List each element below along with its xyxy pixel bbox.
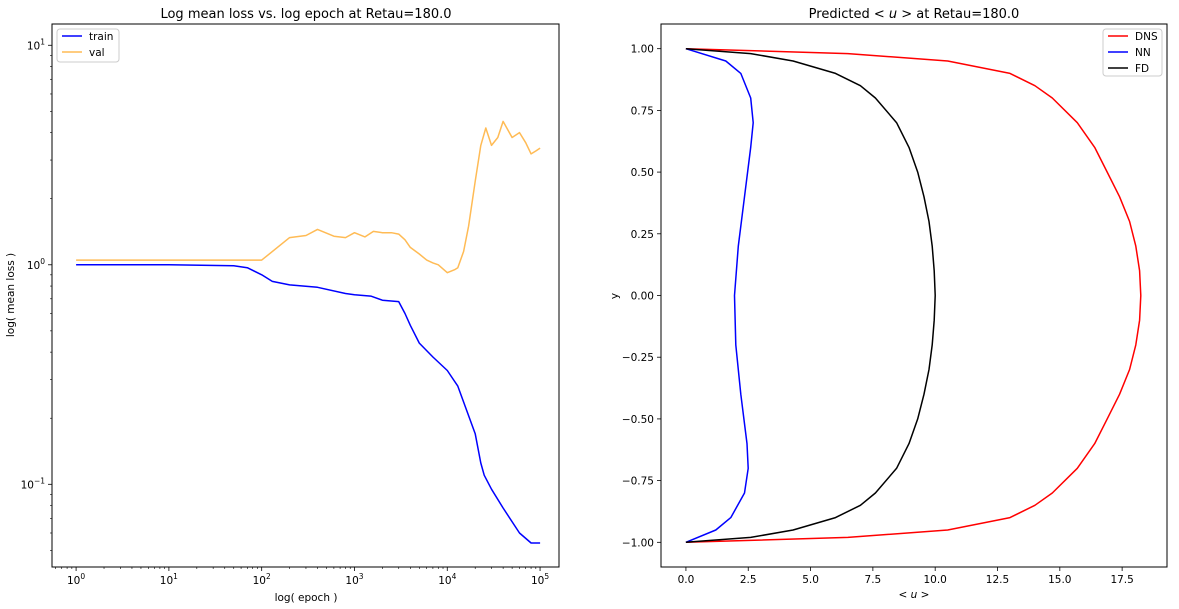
tick-base: 10: [21, 479, 34, 491]
loss-xtick-label: 100: [67, 572, 85, 587]
tick-base: 10: [27, 260, 40, 272]
legend-fd-label: FD: [1135, 63, 1149, 75]
tick-exp: 1: [173, 572, 178, 581]
loss-line-val: [76, 120, 541, 274]
velocity-ytick-label: −0.25: [622, 352, 654, 364]
velocity-chart-title: Predicted < u > at Retau=180.0: [809, 7, 1020, 22]
velocity-ytick-label: 0.50: [631, 167, 654, 179]
loss-chart-xlabel: log( epoch ): [275, 592, 338, 604]
loss-ytick-label: 101: [27, 37, 45, 52]
loss-chart: Log mean loss vs. log epoch at Retau=180…: [5, 7, 560, 604]
loss-xtick-label: 105: [531, 572, 549, 587]
legend-nn-label: NN: [1135, 47, 1151, 59]
velocity-chart-ylabel: y: [609, 293, 621, 299]
tick-exp: 0: [80, 572, 85, 581]
tick-exp: 5: [544, 572, 549, 581]
tick-exp: 2: [266, 572, 271, 581]
velocity-chart-xticks: 0.0 2.5 5.0 7.5 10.0 12.5 15.0 17.5: [678, 567, 1134, 586]
velocity-ytick-label: 0.00: [631, 291, 654, 303]
loss-xtick-label: 103: [345, 572, 363, 587]
velocity-xtick-label: 7.5: [865, 574, 882, 586]
velocity-ytick-label: −0.75: [622, 476, 654, 488]
tick-base: 10: [27, 40, 40, 52]
loss-legend-box: [56, 28, 120, 63]
velocity-line-nn: [685, 47, 754, 543]
velocity-chart-frame: [660, 23, 1168, 568]
velocity-xtick-label: 5.0: [802, 574, 819, 586]
velocity-chart-xlabel: < u >: [899, 589, 930, 601]
velocity-title-post: at Retau=180.0: [912, 7, 1019, 22]
velocity-ytick-label: −0.50: [622, 414, 654, 426]
velocity-xtick-label: 12.5: [986, 574, 1009, 586]
tick-exp: 1: [40, 37, 45, 46]
tick-base: 10: [253, 575, 266, 587]
tick-base: 10: [345, 575, 358, 587]
velocity-ytick-label: −1.00: [622, 537, 654, 549]
loss-chart-title: Log mean loss vs. log epoch at Retau=180…: [160, 7, 451, 22]
velocity-chart-legend: DNS NN FD: [1102, 28, 1163, 77]
velocity-chart-yticks: 1.00 0.75 0.50 0.25 0.00 −0.25 −0.50 −0.75 −1.00: [622, 44, 661, 549]
legend-train-label: train: [89, 31, 113, 43]
tick-exp: 0: [40, 257, 45, 266]
velocity-xtick-label: 15.0: [1048, 574, 1071, 586]
tick-base: 10: [67, 575, 80, 587]
velocity-ytick-label: 0.75: [631, 105, 654, 117]
velocity-ytick-label: 1.00: [631, 44, 654, 56]
tick-exp: 4: [452, 572, 457, 581]
tick-base: 10: [531, 575, 544, 587]
loss-xtick-label: 101: [160, 572, 178, 587]
legend-val-label: val: [89, 47, 105, 59]
loss-ytick-label: 100: [27, 257, 45, 272]
velocity-title-math: < u >: [874, 7, 912, 22]
loss-chart-xticks: 100 101 102 103 104 105: [55, 567, 549, 587]
velocity-title-pre: Predicted: [809, 7, 874, 22]
velocity-ytick-label: 0.25: [631, 229, 654, 241]
velocity-line-dns: [685, 47, 1142, 544]
velocity-legend-box: [1102, 28, 1163, 77]
loss-line-train: [76, 264, 541, 544]
loss-chart-legend: train val: [56, 28, 120, 63]
velocity-xtick-label: 17.5: [1110, 574, 1133, 586]
velocity-xtick-label: 0.0: [678, 574, 695, 586]
loss-xtick-label: 104: [438, 572, 456, 587]
legend-dns-label: DNS: [1135, 31, 1158, 43]
loss-ytick-label: 10−1: [21, 476, 46, 491]
velocity-chart: Predicted < u > at Retau=180.0 0.0 2.5 5.0…: [609, 7, 1168, 601]
loss-chart-ylabel: log( mean loss ): [5, 253, 17, 337]
tick-exp: −1: [34, 476, 45, 485]
velocity-xtick-label: 2.5: [740, 574, 757, 586]
velocity-xtick-label: 10.0: [923, 574, 946, 586]
loss-chart-series: [76, 120, 541, 544]
tick-base: 10: [160, 575, 173, 587]
tick-exp: 3: [359, 572, 364, 581]
loss-xtick-label: 102: [253, 572, 271, 587]
tick-base: 10: [438, 575, 451, 587]
velocity-line-fd: [685, 47, 936, 544]
loss-chart-frame: [51, 23, 560, 568]
velocity-chart-series: [685, 47, 1142, 544]
